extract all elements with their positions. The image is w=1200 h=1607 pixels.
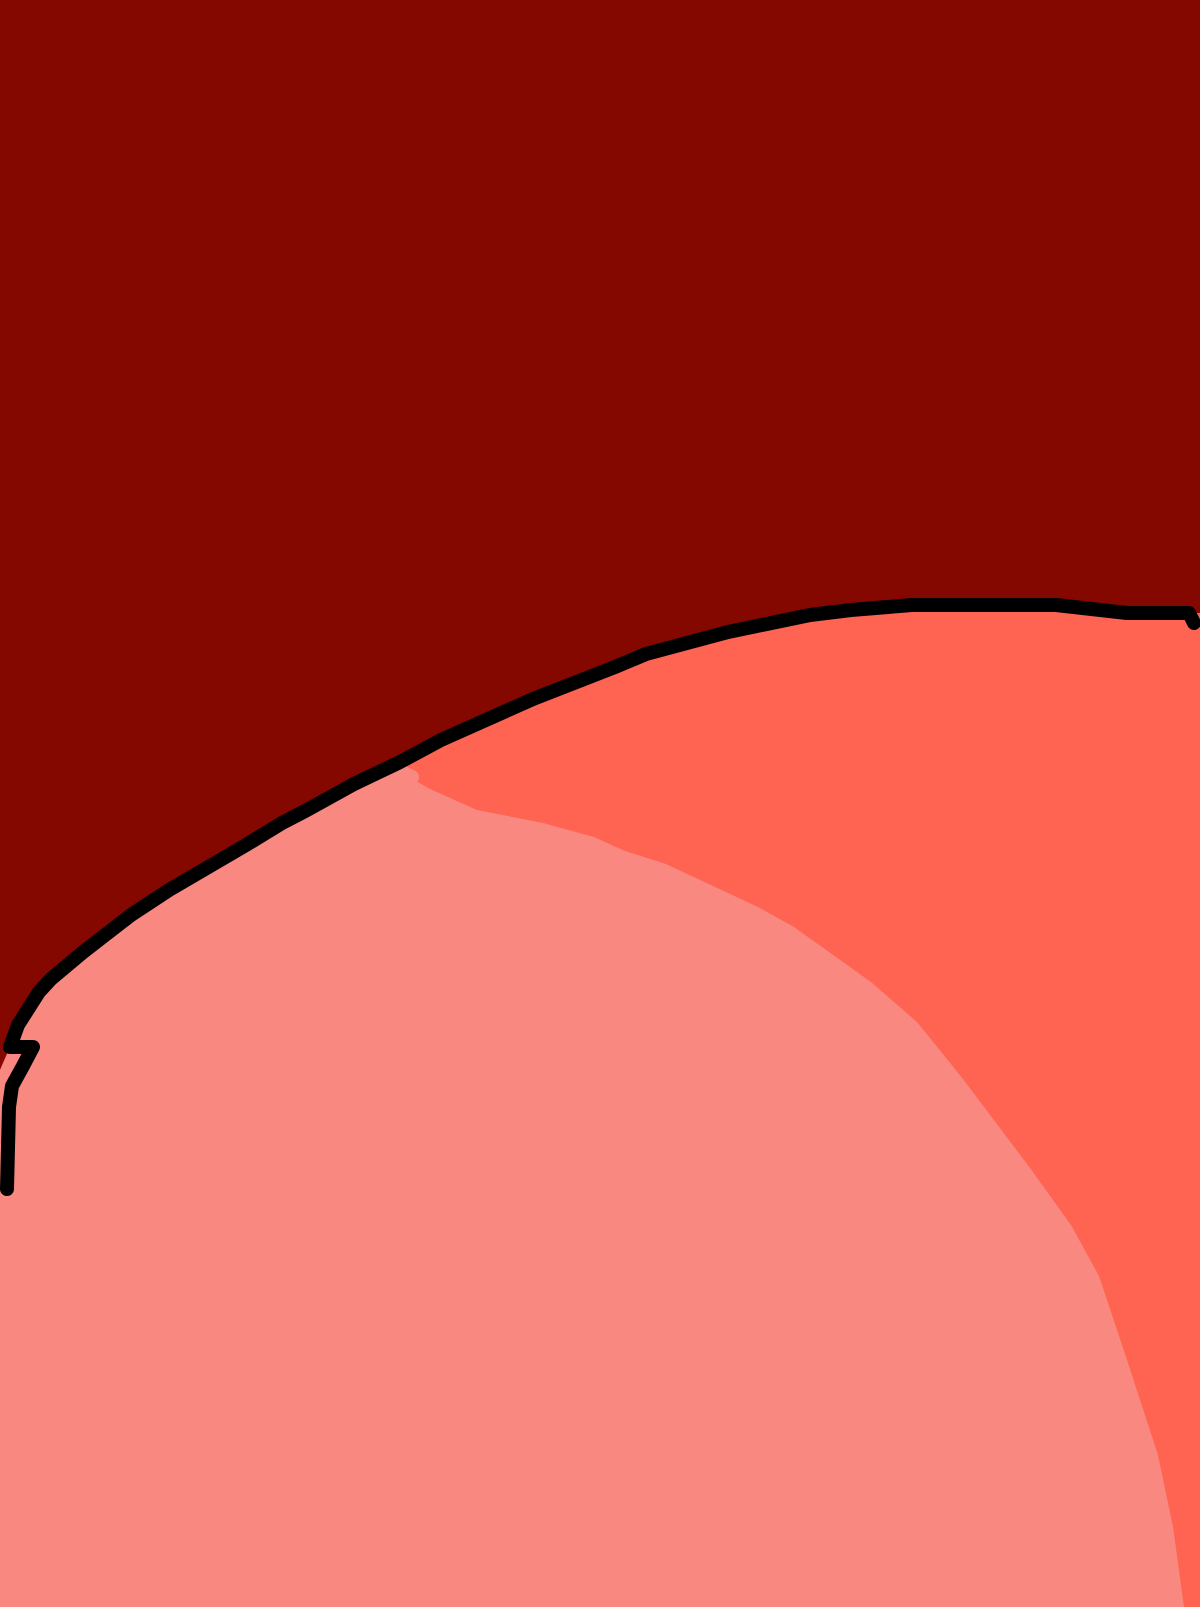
black-curve-stroke <box>0 598 1200 1196</box>
light-salmon-region <box>0 769 1184 1607</box>
